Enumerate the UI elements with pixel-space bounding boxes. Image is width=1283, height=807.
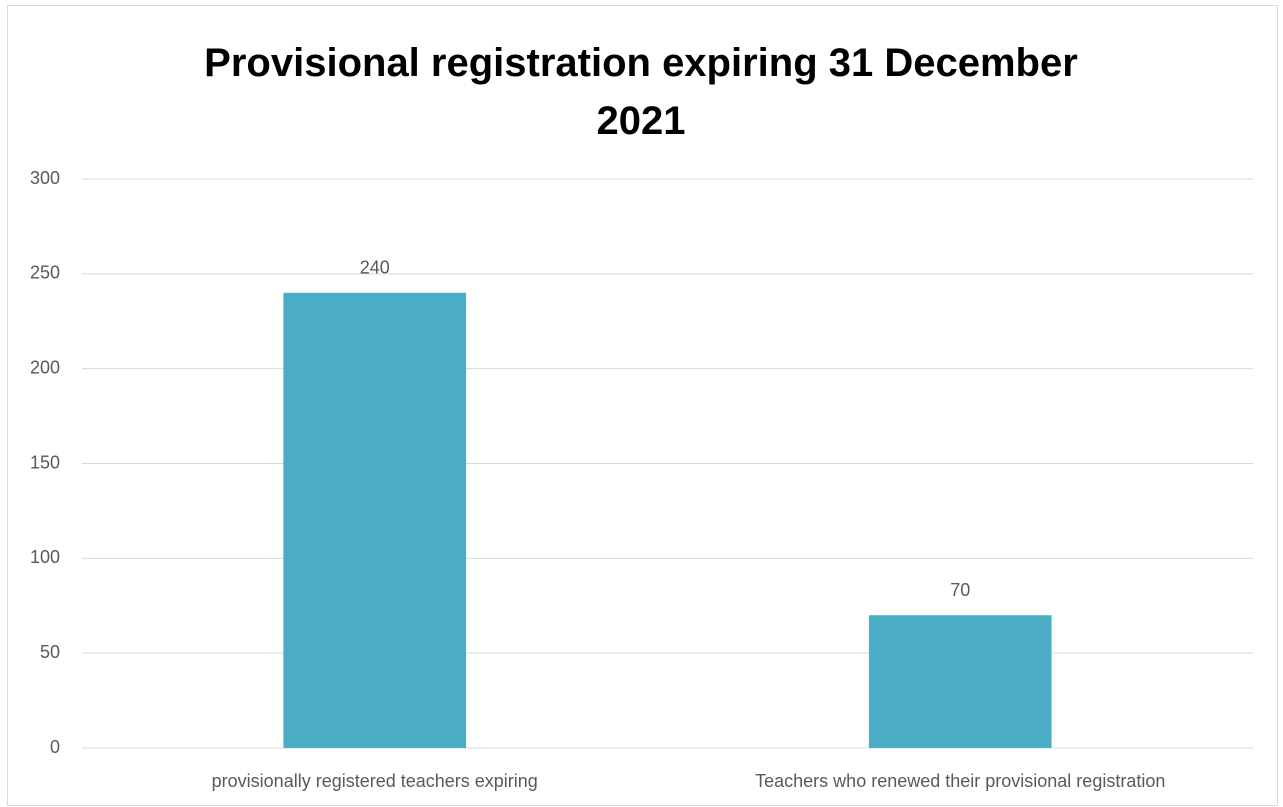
x-tick-label: provisionally registered teachers expiri… [212, 771, 538, 791]
y-tick-label: 100 [30, 547, 60, 567]
y-tick-label: 200 [30, 357, 60, 377]
y-tick-label: 50 [40, 642, 60, 662]
data-label: 240 [360, 258, 390, 278]
y-tick-label: 0 [50, 737, 60, 757]
y-tick-label: 300 [30, 168, 60, 188]
data-label: 70 [950, 580, 970, 600]
chart-border [7, 5, 1278, 806]
x-tick-label: Teachers who renewed their provisional r… [755, 771, 1165, 791]
bar [868, 615, 1052, 748]
y-tick-label: 250 [30, 263, 60, 283]
y-tick-label: 150 [30, 452, 60, 472]
bar [283, 292, 467, 748]
chart-title: Provisional registration expiring 31 Dec… [204, 41, 1078, 143]
